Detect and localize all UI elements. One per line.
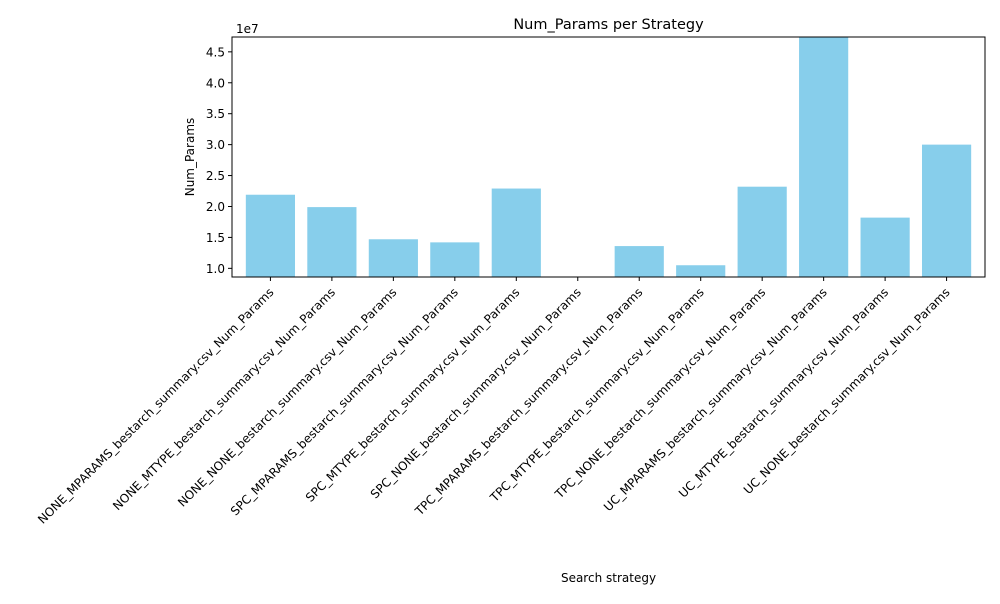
bar-11 bbox=[860, 217, 910, 277]
bar-8 bbox=[676, 265, 726, 277]
y-tick-label: 1.5 bbox=[206, 231, 225, 245]
y-tick-label: 3.5 bbox=[206, 107, 225, 121]
bar-4 bbox=[430, 242, 480, 277]
y-tick-label: 4.0 bbox=[206, 76, 225, 90]
bar-3 bbox=[368, 239, 418, 277]
bar-7 bbox=[614, 246, 664, 277]
x-tick-label: NONE_MPARAMS_bestarch_summary.csv_Num_Pa… bbox=[35, 285, 276, 526]
chart-title: Num_Params per Strategy bbox=[513, 17, 704, 33]
x-tick-label: SPC_MPARAMS_bestarch_summary.csv_Num_Par… bbox=[228, 285, 461, 518]
bar-1 bbox=[245, 194, 296, 277]
x-tick-label: TPC_NONE_bestarch_summary.csv_Num_Params bbox=[552, 285, 769, 502]
y-tick-label: 4.5 bbox=[206, 45, 225, 59]
y-tick-label: 2.5 bbox=[206, 169, 225, 183]
bar-9 bbox=[737, 186, 787, 277]
bars-layer bbox=[245, 37, 972, 277]
plot-frame bbox=[231, 36, 986, 278]
x-tick-label: TPC_MTYPE_bestarch_summary.csv_Num_Param… bbox=[487, 285, 707, 505]
x-tick-label: NONE_NONE_bestarch_summary.csv_Num_Param… bbox=[175, 285, 399, 509]
y-axis-ticks: 1.0 1.5 2.0 2.5 3.0 3.5 4.0 4.5 bbox=[206, 45, 232, 276]
x-tick-label: SPC_MTYPE_bestarch_summary.csv_Num_Param… bbox=[303, 285, 523, 505]
x-tick-label: NONE_MTYPE_bestarch_summary.csv_Num_Para… bbox=[110, 285, 338, 513]
x-tick-label: TPC_MPARAMS_bestarch_summary.csv_Num_Par… bbox=[412, 285, 646, 519]
y-axis-label: Num_Params bbox=[183, 118, 197, 197]
x-axis-ticks: NONE_MPARAMS_bestarch_summary.csv_Num_Pa… bbox=[35, 277, 953, 527]
x-tick-label: UC_NONE_bestarch_summary.csv_Num_Params bbox=[741, 285, 953, 497]
y-tick-label: 3.0 bbox=[206, 138, 225, 152]
bar-2 bbox=[307, 207, 357, 277]
bar-5 bbox=[491, 188, 541, 277]
bar-10 bbox=[799, 37, 849, 277]
x-axis-label: Search strategy bbox=[561, 571, 656, 585]
y-tick-label: 1.0 bbox=[206, 262, 225, 276]
bar-12 bbox=[921, 144, 972, 277]
y-axis-offset-label: 1e7 bbox=[236, 22, 259, 36]
x-tick-label: UC_MTYPE_bestarch_summary.csv_Num_Params bbox=[676, 285, 891, 500]
x-tick-label: SPC_NONE_bestarch_summary.csv_Num_Params bbox=[368, 285, 584, 501]
y-tick-label: 2.0 bbox=[206, 200, 225, 214]
x-tick-label: UC_MPARAMS_bestarch_summary.csv_Num_Para… bbox=[601, 285, 830, 514]
